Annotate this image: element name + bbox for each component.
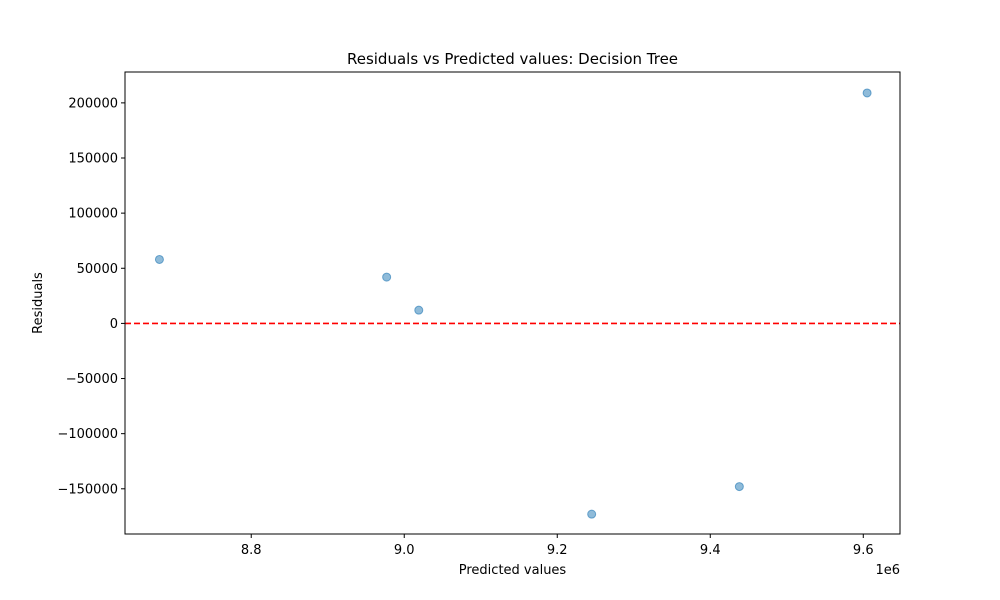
x-tick-label: 9.2 [547,543,568,558]
x-axis-label: Predicted values [459,563,567,578]
y-tick-label: 0 [110,317,118,332]
points-layer [154,88,872,519]
plot-frame [124,71,901,535]
x-tick-label: 9.6 [853,543,874,558]
data-point-2 [382,272,392,282]
y-tick-label: 100000 [68,207,118,222]
x-tick-label: 9.4 [700,543,721,558]
y-tick-label: 50000 [77,262,118,277]
data-point-1 [154,254,164,264]
data-point-5 [734,482,744,492]
x-tick-label: 9.0 [394,543,415,558]
y-tick-label: 150000 [68,152,118,167]
x-tick-label: 8.8 [241,543,262,558]
data-point-4 [587,509,597,519]
data-point-6 [862,88,872,98]
y-tick-label: 200000 [68,96,118,111]
y-tick-label: −50000 [66,372,118,387]
chart-title: Residuals vs Predicted values: Decision … [347,50,678,68]
y-tick-label: −100000 [57,427,118,442]
y-tick-label: −150000 [57,482,118,497]
x-ticks: 8.8 9.0 9.2 9.4 9.6 [241,534,874,558]
y-ticks: 200000 150000 100000 50000 0 −50000 −100000 −15… [57,96,125,497]
x-axis-offset-label: 1e6 [875,563,900,578]
data-point-3 [414,305,424,315]
y-axis-label: Residuals [31,272,46,334]
